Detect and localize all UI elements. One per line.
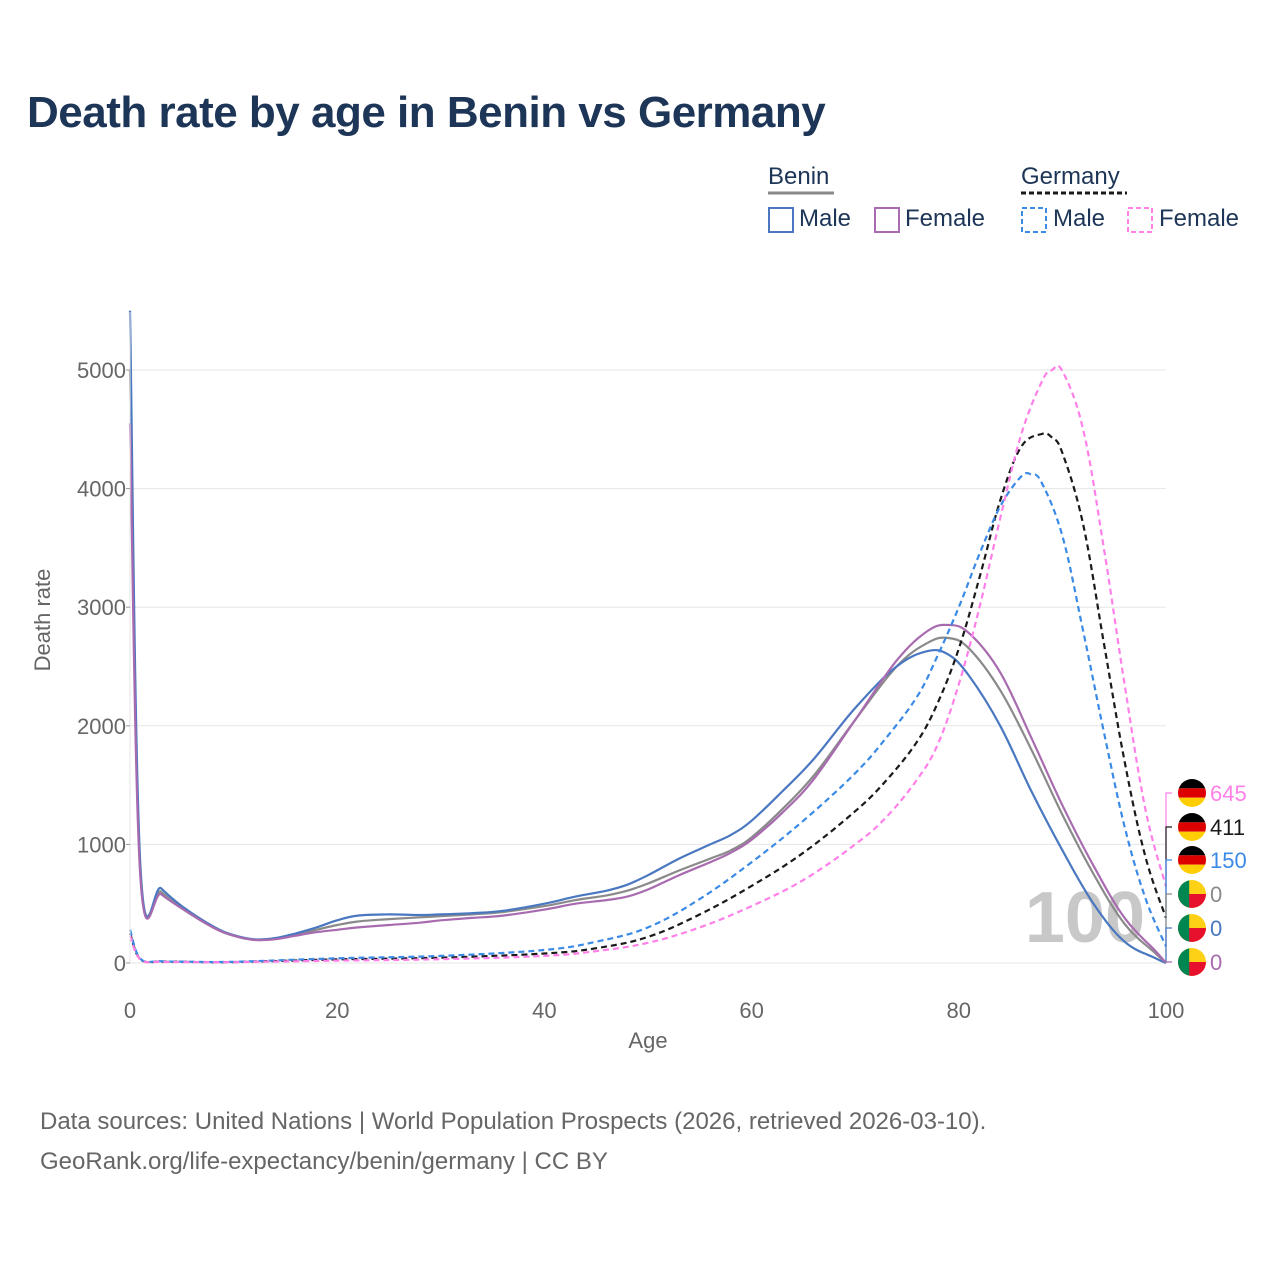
series-line-germany-male[interactable] xyxy=(128,471,1168,964)
end-label-connector xyxy=(1165,927,1172,963)
legend-label-benin-male[interactable]: Male xyxy=(799,205,852,232)
y-tick-label: 2000 xyxy=(77,714,126,739)
x-tick-label: 80 xyxy=(947,998,971,1023)
germany-flag-icon xyxy=(1178,846,1206,874)
end-label: 0 xyxy=(1165,948,1222,976)
end-label-connector xyxy=(1165,792,1172,887)
series-lines xyxy=(128,310,1168,965)
end-label-value: 0 xyxy=(1210,950,1222,975)
end-label-connector xyxy=(1165,859,1172,946)
x-tick-label: 40 xyxy=(532,998,556,1023)
end-label-value: 0 xyxy=(1210,882,1222,907)
germany-flag-icon xyxy=(1178,779,1206,807)
source-url-line: GeoRank.org/life-expectancy/benin/german… xyxy=(40,1148,608,1175)
series-line-germany-female[interactable] xyxy=(128,364,1168,964)
legend-swatch-benin-male[interactable] xyxy=(768,207,794,233)
end-label: 150 xyxy=(1165,846,1247,946)
y-tick-label: 5000 xyxy=(77,358,126,383)
end-label-value: 411 xyxy=(1210,815,1245,840)
x-tick-label: 60 xyxy=(739,998,763,1023)
series-line-germany-total[interactable] xyxy=(128,432,1168,964)
legend-group-title-germany: Germany xyxy=(1021,163,1120,190)
legend-swatch-germany-female[interactable] xyxy=(1127,207,1153,233)
y-tick-label: 0 xyxy=(114,951,126,976)
y-axis-title: Death rate xyxy=(30,569,55,672)
page-title: Death rate by age in Benin vs Germany xyxy=(27,88,826,137)
legend-swatch-benin-female[interactable] xyxy=(874,207,900,233)
legend-label-benin-female[interactable]: Female xyxy=(905,205,986,232)
y-tick-label: 4000 xyxy=(77,477,126,502)
legend-swatch-germany-male[interactable] xyxy=(1021,207,1047,233)
end-label-connector xyxy=(1165,826,1172,915)
germany-flag-icon xyxy=(1178,813,1206,841)
legend-label-germany-male[interactable]: Male xyxy=(1053,205,1106,232)
benin-flag-icon xyxy=(1178,948,1206,976)
x-tick-label: 0 xyxy=(124,998,136,1023)
end-label: 0 xyxy=(1165,914,1222,963)
end-labels: 645 411 150 0 0 0 xyxy=(1165,779,1247,976)
x-tick-label: 100 xyxy=(1148,998,1185,1023)
benin-flag-icon xyxy=(1178,914,1206,942)
axes: 0 1000 2000 3000 4000 5000 0 20 40 60 80 100 Age Deat… xyxy=(30,312,1184,1053)
legend-group-title-benin: Benin xyxy=(768,163,830,190)
y-tick-label: 3000 xyxy=(77,595,126,620)
legend-label-germany-female[interactable]: Female xyxy=(1159,205,1240,232)
end-label-value: 0 xyxy=(1210,916,1222,941)
x-axis-title: Age xyxy=(628,1028,667,1053)
data-source-line: Data sources: United Nations | World Pop… xyxy=(40,1108,987,1135)
legend-marks xyxy=(768,191,1153,233)
series-line-benin-male[interactable] xyxy=(128,310,1167,965)
series-line-benin-female[interactable] xyxy=(128,423,1167,964)
grid xyxy=(130,369,1166,964)
end-label: 411 xyxy=(1165,813,1245,915)
benin-flag-icon xyxy=(1178,880,1206,908)
end-label-value: 645 xyxy=(1210,781,1247,806)
y-tick-label: 1000 xyxy=(77,832,126,857)
x-tick-label: 20 xyxy=(325,998,349,1023)
end-label-value: 150 xyxy=(1210,848,1247,873)
end-label-connector xyxy=(1165,961,1172,963)
